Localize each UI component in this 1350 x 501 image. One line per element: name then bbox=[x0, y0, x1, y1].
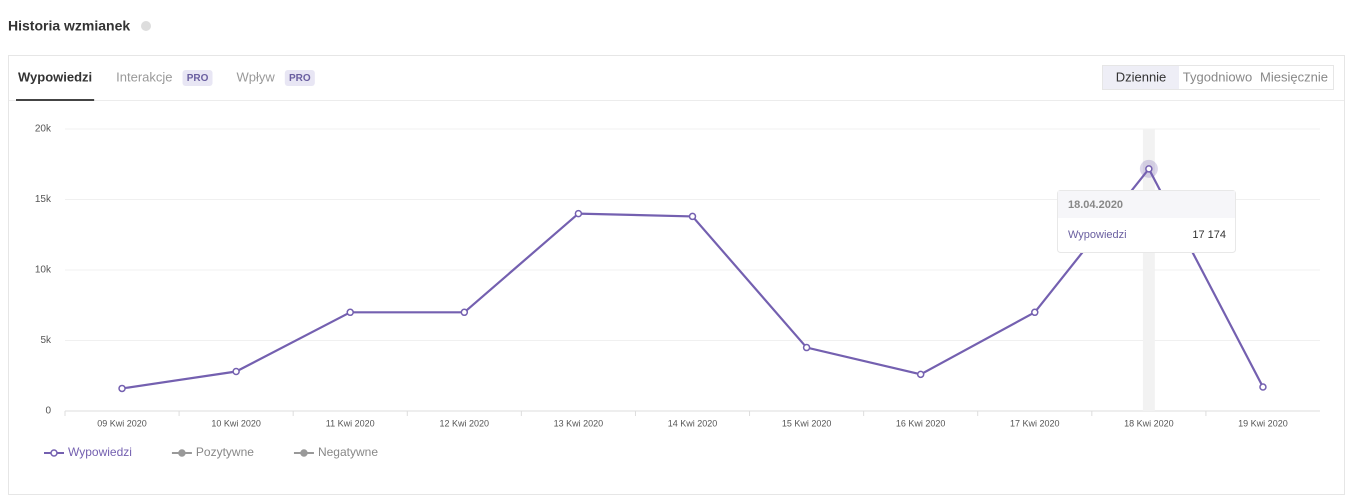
y-tick-label: 0 bbox=[45, 406, 51, 417]
point[interactable] bbox=[460, 308, 469, 317]
tooltip-value: 17 174 bbox=[1192, 229, 1226, 241]
period-active bbox=[1103, 66, 1179, 89]
x-tick-label: 16 Kwi 2020 bbox=[896, 418, 946, 428]
point[interactable] bbox=[916, 370, 925, 379]
tab-label[interactable]: Wypowiedzi bbox=[18, 69, 92, 84]
period-button[interactable]: Dziennie bbox=[1116, 69, 1167, 84]
x-tick-label: 13 Kwi 2020 bbox=[554, 418, 604, 428]
pro-badge-text: PRO bbox=[187, 73, 209, 84]
point[interactable] bbox=[1145, 165, 1153, 173]
period-button[interactable]: Miesięcznie bbox=[1260, 69, 1328, 84]
x-tick-label: 14 Kwi 2020 bbox=[668, 418, 718, 428]
legend-label[interactable]: Negatywne bbox=[318, 445, 378, 459]
x-tick-label: 18 Kwi 2020 bbox=[1124, 418, 1174, 428]
x-tick-label: 09 Kwi 2020 bbox=[97, 418, 147, 428]
x-tick-label: 15 Kwi 2020 bbox=[782, 418, 832, 428]
y-tick-label: 10k bbox=[35, 265, 52, 276]
tooltip-header bbox=[1058, 191, 1235, 218]
y-tick-label: 15k bbox=[35, 194, 52, 205]
period-button[interactable]: Tygodniowo bbox=[1183, 69, 1252, 84]
point[interactable] bbox=[802, 343, 811, 352]
tab-underline bbox=[16, 99, 95, 101]
pro-badge-text: PRO bbox=[289, 73, 311, 84]
point[interactable] bbox=[346, 308, 354, 317]
point[interactable] bbox=[1259, 383, 1267, 391]
x-tick-label: 19 Kwi 2020 bbox=[1238, 418, 1288, 428]
point[interactable] bbox=[118, 384, 126, 393]
point[interactable] bbox=[232, 367, 240, 376]
y-tick-label: 20k bbox=[35, 124, 52, 135]
x-tick-label: 17 Kwi 2020 bbox=[1010, 418, 1060, 428]
tab-label[interactable]: Wpływ bbox=[237, 69, 276, 84]
y-tick-label: 5k bbox=[40, 335, 52, 346]
legend-label[interactable]: Pozytywne bbox=[196, 445, 254, 459]
pro-badge bbox=[284, 70, 315, 86]
x-tick-label: 10 Kwi 2020 bbox=[211, 418, 261, 428]
point[interactable] bbox=[1031, 308, 1039, 317]
legend-dot bbox=[50, 449, 58, 457]
legend-dot bbox=[178, 449, 186, 457]
info-icon[interactable] bbox=[141, 21, 151, 31]
page-title: Historia wzmianek bbox=[8, 18, 130, 34]
legend-label[interactable]: Wypowiedzi bbox=[68, 445, 132, 459]
pro-badge bbox=[182, 70, 213, 86]
tooltip-title: 18.04.2020 bbox=[1068, 199, 1123, 211]
point[interactable] bbox=[688, 212, 697, 221]
tooltip-series: Wypowiedzi bbox=[1068, 229, 1127, 241]
x-tick-label: 12 Kwi 2020 bbox=[440, 418, 490, 428]
point[interactable] bbox=[574, 209, 583, 218]
x-tick-label: 11 Kwi 2020 bbox=[326, 418, 375, 428]
legend-dot bbox=[300, 449, 308, 457]
tab-label[interactable]: Interakcje bbox=[116, 69, 172, 84]
